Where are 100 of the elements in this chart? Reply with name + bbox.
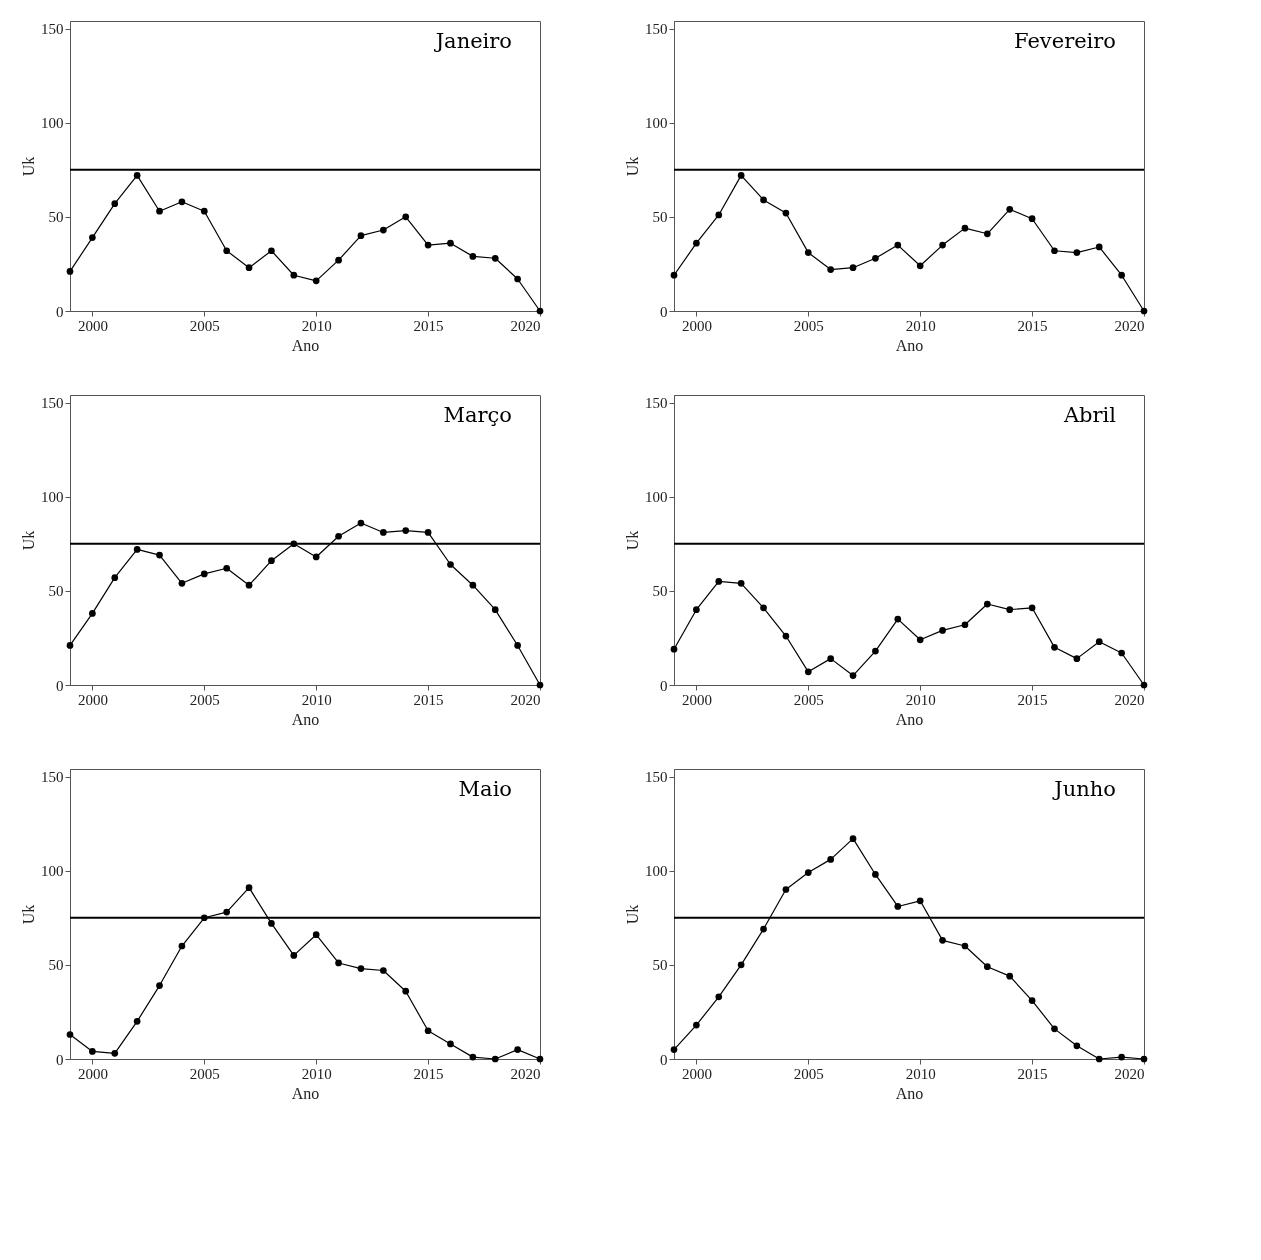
- point: [693, 1021, 700, 1029]
- point: [983, 230, 991, 238]
- x-axis-title: Ano: [291, 710, 320, 728]
- point: [804, 249, 812, 256]
- point: [1028, 604, 1036, 612]
- point: [491, 254, 499, 262]
- point: [335, 256, 342, 264]
- point: [379, 529, 387, 536]
- x-tick-label: 2015: [1017, 317, 1048, 334]
- x-tick-label: 2005: [189, 691, 220, 708]
- x-tick-label: 2010: [301, 1065, 332, 1082]
- point: [357, 965, 365, 972]
- point: [424, 529, 432, 536]
- point: [1118, 271, 1125, 279]
- x-tick-label: 2020: [510, 1065, 541, 1082]
- y-tick-label: 100: [645, 489, 668, 506]
- point: [894, 903, 902, 910]
- point: [335, 532, 342, 540]
- y-tick-label: 50: [48, 209, 64, 226]
- point: [693, 606, 700, 614]
- y-tick-label: 0: [56, 677, 64, 694]
- point: [290, 952, 298, 959]
- x-axis-title: Ano: [895, 336, 924, 354]
- y-tick-label: 100: [645, 863, 668, 880]
- point: [849, 672, 857, 679]
- point: [1006, 606, 1014, 614]
- x-tick-label: 2005: [793, 317, 824, 334]
- x-tick-label: 2005: [189, 1065, 220, 1082]
- point: [469, 253, 477, 260]
- point: [424, 241, 432, 249]
- point: [1095, 243, 1103, 251]
- x-tick-label: 2005: [793, 1065, 824, 1082]
- y-tick-label: 50: [652, 583, 668, 600]
- y-tick-label: 150: [41, 395, 64, 412]
- y-tick-label: 150: [645, 769, 668, 786]
- x-axis-title: Ano: [895, 710, 924, 728]
- point: [402, 987, 410, 995]
- point: [693, 239, 700, 247]
- point: [312, 277, 320, 285]
- point: [1073, 249, 1081, 256]
- point: [379, 226, 387, 234]
- x-tick-label: 2010: [905, 691, 936, 708]
- y-tick-label: 100: [41, 489, 64, 506]
- point: [737, 172, 745, 179]
- y-tick-label: 50: [48, 583, 64, 600]
- y-axis-title: Uk: [20, 904, 37, 925]
- point: [961, 942, 969, 950]
- y-axis-title: Uk: [624, 530, 641, 551]
- point: [760, 196, 767, 204]
- point: [804, 668, 812, 676]
- point: [1006, 205, 1014, 213]
- point: [1140, 307, 1148, 315]
- point: [156, 551, 163, 559]
- x-tick-label: 2020: [510, 691, 541, 708]
- x-tick-label: 2005: [189, 317, 220, 334]
- point: [916, 897, 924, 905]
- chart-title: Fevereiro: [1013, 29, 1116, 53]
- point: [1006, 972, 1014, 980]
- point: [469, 1053, 477, 1061]
- point: [111, 1050, 119, 1057]
- point: [424, 1027, 432, 1035]
- point: [447, 561, 454, 568]
- point: [1073, 655, 1081, 662]
- point: [804, 869, 812, 876]
- point: [402, 527, 410, 534]
- point: [939, 627, 946, 634]
- chart-title: Março: [443, 403, 512, 427]
- chart-title: Junho: [1052, 777, 1116, 801]
- point: [312, 931, 320, 939]
- point: [223, 908, 231, 916]
- point: [200, 207, 208, 215]
- chart-title: Abril: [1062, 403, 1117, 427]
- y-tick-label: 150: [645, 395, 668, 412]
- point: [894, 615, 902, 623]
- point: [1118, 1053, 1125, 1061]
- y-tick-label: 150: [645, 21, 668, 38]
- point: [782, 209, 790, 217]
- x-tick-label: 2020: [1114, 691, 1145, 708]
- point: [827, 266, 835, 273]
- y-tick-label: 150: [41, 21, 64, 38]
- point: [66, 642, 74, 649]
- x-tick-label: 2000: [77, 317, 108, 334]
- point: [156, 982, 163, 989]
- point: [536, 681, 544, 689]
- point: [1051, 643, 1058, 651]
- x-tick-label: 2020: [1114, 1065, 1145, 1082]
- point: [1073, 1042, 1081, 1050]
- point: [111, 200, 119, 208]
- y-tick-label: 100: [41, 863, 64, 880]
- point: [827, 856, 835, 863]
- point: [469, 581, 477, 589]
- x-tick-label: 2015: [1017, 1065, 1048, 1082]
- y-tick-label: 150: [41, 769, 64, 786]
- point: [536, 1055, 544, 1063]
- y-tick-label: 100: [645, 115, 668, 132]
- point: [782, 632, 790, 640]
- x-tick-label: 2000: [681, 691, 712, 708]
- point: [514, 642, 521, 649]
- x-tick-label: 2010: [905, 317, 936, 334]
- y-tick-label: 100: [41, 115, 64, 132]
